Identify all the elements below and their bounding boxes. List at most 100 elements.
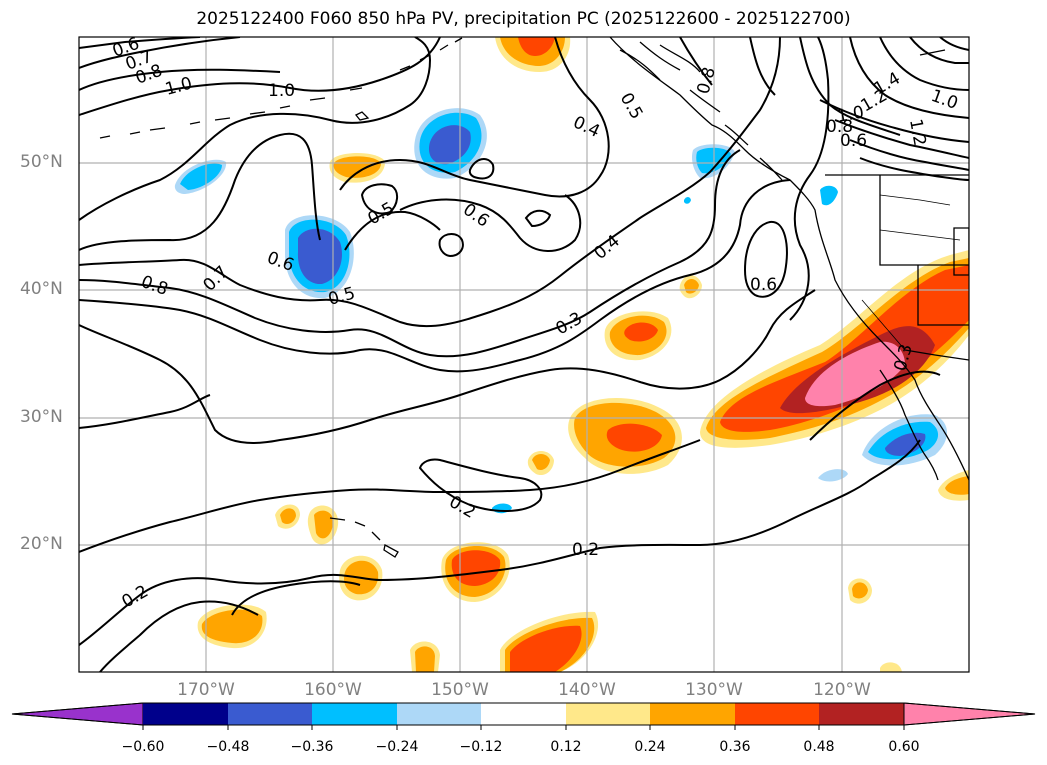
pv-contour (799, 37, 901, 136)
lon-label-170w: 170°W (177, 680, 235, 700)
coastline-baja (879, 369, 939, 481)
contour-label: 1.2 (905, 117, 929, 147)
pv-contour (789, 37, 830, 321)
coastline-north-america (609, 37, 969, 481)
coastlines (99, 37, 969, 558)
colorbar-tick-label: −0.36 (290, 739, 334, 755)
precip-blob-small (415, 646, 435, 672)
pv-contour (749, 37, 776, 96)
pv-contour (79, 37, 432, 221)
contour-label: 0.2 (446, 492, 479, 523)
pv-contour (879, 37, 969, 91)
colorbar-tick-label: 0.12 (550, 739, 582, 755)
colorbar-tick-label: −0.48 (206, 739, 250, 755)
pv-contour (231, 580, 361, 616)
precip-blob-small (852, 582, 868, 599)
coastline-hawaii (329, 517, 399, 558)
colorbar-tick-label: −0.60 (121, 739, 165, 755)
border-canada-us (825, 174, 969, 361)
colorbar-tick-label: 0.36 (719, 739, 751, 755)
pv-contour (418, 458, 543, 512)
colorbar-tick-label: −0.24 (375, 739, 419, 755)
pv-contour (859, 157, 969, 181)
precip-blob-california (805, 341, 905, 407)
colorbar-tick-label: 0.60 (888, 739, 920, 755)
coastline-alaska-islands (619, 41, 783, 181)
pv-contour (344, 210, 441, 251)
colorbar-bin (650, 703, 735, 725)
pv-contour (743, 220, 788, 298)
colorbar-bin (735, 703, 819, 725)
contour-label: 0.5 (365, 198, 398, 229)
pv-contour (360, 183, 398, 215)
contour-label: 0.6 (840, 131, 867, 151)
pv-contour (834, 119, 969, 159)
precip-blob-small (314, 510, 334, 539)
precip-blob-small (684, 197, 691, 204)
map-frame (78, 36, 970, 673)
pv-contour (399, 194, 582, 252)
pv-contour (79, 439, 921, 646)
precip-blob-158w (333, 156, 381, 178)
precip-blob-small (532, 454, 550, 470)
pv-contour (819, 99, 969, 143)
precip-blob-150w (451, 550, 501, 586)
pv-contour (79, 149, 741, 358)
map-title: 2025122400 F060 850 hPa PV, precipitatio… (196, 9, 851, 29)
pv-contour (438, 233, 464, 258)
contour-label: 0.6 (750, 275, 777, 295)
pv-contour (79, 179, 791, 373)
contour-label: 1.0 (835, 103, 865, 127)
lat-label-30n: 30°N (20, 407, 63, 427)
pv-contour (809, 370, 941, 441)
colorbar-bin (312, 703, 397, 725)
pv-contour (79, 37, 781, 328)
lon-label-140w: 140°W (558, 680, 616, 700)
colorbar-bin (143, 703, 228, 725)
lon-label-130w: 130°W (685, 680, 743, 700)
lat-label-20n: 20°N (20, 534, 63, 554)
pv-contour (849, 37, 969, 119)
precip-blob-168w (201, 609, 263, 644)
pv-contour (79, 37, 201, 49)
colorbar-tick-label: −0.12 (459, 739, 503, 755)
lon-label-150w: 150°W (431, 680, 489, 700)
contour-label: 1.0 (163, 74, 194, 100)
colorbar-bin (397, 703, 481, 725)
pv-contour (79, 37, 241, 69)
colorbar-bin (481, 703, 566, 725)
colorbar-tick-label: 0.24 (634, 739, 666, 755)
precip-blob-143w (510, 625, 582, 672)
precip-shading (174, 37, 969, 672)
lat-label-40n: 40°N (20, 279, 63, 299)
precip-blob-small (280, 508, 296, 524)
pv-contour (339, 37, 610, 198)
pv-contour (909, 37, 969, 64)
pv-contour (79, 394, 211, 429)
colorbar (11, 702, 1036, 730)
pv-contour (79, 439, 701, 553)
colorbar-extend-max (903, 702, 1036, 726)
colorbar-ticks (142, 725, 905, 730)
pv-contour (524, 209, 552, 228)
pv-contour (79, 68, 281, 91)
precip-blob-california (720, 265, 969, 432)
pv-contours (79, 37, 969, 672)
contour-label: 0.4 (570, 112, 603, 142)
lat-label-50n: 50°N (20, 152, 63, 172)
lon-label-160w: 160°W (304, 680, 362, 700)
precip-blob-small (880, 662, 902, 672)
precip-blob-135w (624, 322, 658, 342)
pv-contour (79, 37, 441, 116)
contour-label: 0.8 (138, 272, 170, 300)
precip-blob-small (818, 469, 848, 482)
contour-label: 0.5 (616, 90, 647, 123)
contour-label: 0.8 (826, 117, 853, 137)
precip-blob-mexico (945, 476, 969, 495)
pv-contour (939, 37, 969, 51)
pv-contour-labels: 0.6 0.7 0.8 1.0 1.0 0.4 0.5 0.8 1.4 1.2 … (110, 37, 961, 612)
contour-label: 0.6 (459, 200, 493, 232)
colorbar-bin (566, 703, 650, 725)
precip-blob-170w (180, 163, 222, 190)
